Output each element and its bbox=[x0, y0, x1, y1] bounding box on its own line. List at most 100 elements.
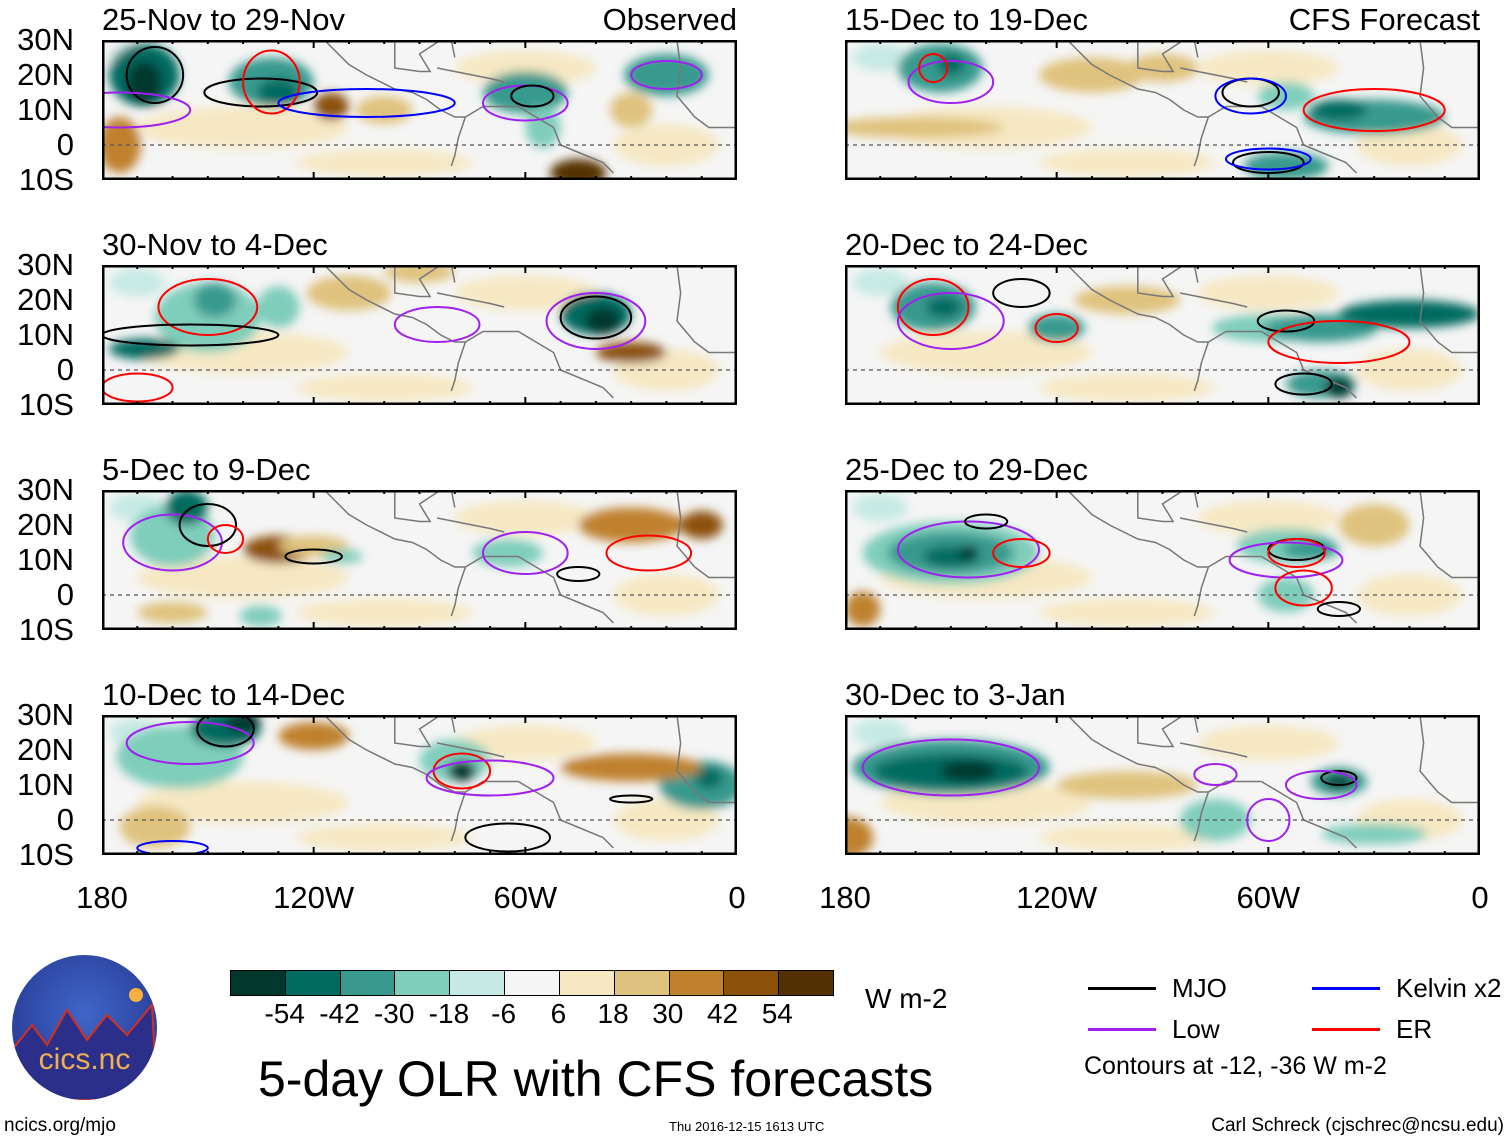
olr-anomaly-region bbox=[296, 598, 473, 627]
olr-map-panel bbox=[102, 40, 737, 180]
olr-anomaly-region bbox=[296, 823, 473, 852]
olr-anomaly-region bbox=[126, 61, 162, 103]
legend-label: Kelvin x2 bbox=[1396, 973, 1502, 1003]
latitude-label: 10N bbox=[17, 542, 74, 577]
olr-anomaly-region bbox=[119, 806, 191, 848]
longitude-label: 60W bbox=[1236, 880, 1301, 915]
colorbar-swatch bbox=[285, 971, 341, 995]
olr-anomaly-region bbox=[550, 159, 607, 180]
olr-anomaly-region bbox=[296, 373, 473, 402]
olr-anomaly-region bbox=[880, 331, 1092, 374]
olr-anomaly-region bbox=[239, 605, 282, 627]
olr-map-panel bbox=[102, 265, 737, 405]
panel-title: 25-Nov to 29-Nov bbox=[102, 2, 345, 37]
longitude-label: 0 bbox=[1471, 880, 1489, 915]
olr-anomaly-region bbox=[257, 286, 300, 328]
wave-contour bbox=[464, 822, 552, 853]
olr-anomaly-region bbox=[610, 92, 653, 128]
wave-contour bbox=[277, 88, 456, 118]
wave-contour bbox=[630, 60, 703, 90]
latitude-label: 10S bbox=[18, 387, 74, 422]
colorbar-swatch bbox=[340, 971, 396, 995]
latitude-label: 0 bbox=[56, 802, 74, 837]
wave-contour bbox=[102, 91, 192, 129]
wave-contour bbox=[425, 759, 555, 797]
olr-anomaly-region bbox=[1039, 823, 1216, 852]
wave-contour bbox=[1034, 313, 1079, 343]
colorbar-swatch bbox=[450, 971, 506, 995]
wave-contour bbox=[963, 513, 1009, 530]
olr-anomaly-region bbox=[137, 602, 208, 623]
latitude-label: 20N bbox=[17, 732, 74, 767]
olr-anomaly-region bbox=[447, 760, 476, 782]
olr-map-panel bbox=[845, 265, 1480, 405]
longitude-label: 60W bbox=[493, 880, 558, 915]
colorbar-swatch bbox=[231, 971, 286, 995]
olr-anomaly-region bbox=[1056, 771, 1198, 799]
latitude-label: 30N bbox=[17, 22, 74, 57]
olr-anomaly-region bbox=[356, 96, 413, 124]
colorbar-tick-label: 54 bbox=[761, 998, 793, 1029]
olr-anomaly-region bbox=[1310, 99, 1368, 121]
olr-anomaly-region bbox=[1039, 373, 1216, 402]
units-label: W m-2 bbox=[865, 983, 948, 1014]
colorbar-tick-label: -30 bbox=[373, 998, 415, 1029]
olr-anomaly-region bbox=[109, 268, 166, 297]
latitude-label: 30N bbox=[17, 472, 74, 507]
longitude-label: 180 bbox=[819, 880, 871, 915]
wave-contour bbox=[1193, 763, 1238, 786]
olr-anomaly-region bbox=[193, 282, 237, 318]
panel-title: 15-Dec to 19-Dec bbox=[845, 2, 1088, 37]
olr-anomaly-region bbox=[137, 556, 349, 599]
olr-anomaly-region bbox=[1197, 500, 1339, 536]
wave-contour bbox=[1267, 320, 1411, 364]
wave-contour bbox=[1225, 147, 1312, 171]
olr-map-panel bbox=[845, 715, 1480, 855]
wave-contour bbox=[556, 566, 601, 582]
olr-anomaly-region bbox=[680, 511, 723, 539]
latitude-label: 30N bbox=[17, 697, 74, 732]
logo-text: cics.nc bbox=[38, 1043, 131, 1076]
legend-swatch bbox=[1088, 987, 1156, 990]
wave-contour bbox=[482, 531, 569, 575]
wave-contour bbox=[157, 278, 259, 336]
olr-anomaly-region bbox=[560, 753, 702, 782]
legend-swatch bbox=[1312, 987, 1380, 990]
olr-anomaly-region bbox=[296, 148, 473, 177]
colorbar-swatch bbox=[395, 971, 451, 995]
wave-contour bbox=[918, 53, 949, 83]
colorbar-tick-label: -6 bbox=[491, 998, 517, 1029]
colorbar-swatch bbox=[505, 971, 560, 995]
longitude-label: 120W bbox=[273, 880, 355, 915]
olr-anomaly-region bbox=[1127, 54, 1198, 82]
wave-contour bbox=[196, 715, 255, 748]
figure-title: 5-day OLR with CFS forecasts bbox=[258, 1051, 934, 1107]
wave-contour bbox=[178, 503, 238, 547]
olr-anomaly-region bbox=[1039, 57, 1145, 93]
olr-anomaly-region bbox=[1356, 349, 1463, 391]
latitude-label: 10S bbox=[18, 837, 74, 872]
colorbar bbox=[230, 970, 834, 996]
olr-anomaly-region bbox=[257, 78, 300, 107]
colorbar-tick-label: 30 bbox=[652, 998, 684, 1029]
olr-anomaly-region bbox=[613, 574, 720, 616]
latitude-label: 20N bbox=[17, 507, 74, 542]
olr-anomaly-region bbox=[1338, 300, 1480, 328]
wave-contour bbox=[1302, 88, 1446, 132]
wave-contour bbox=[896, 278, 970, 336]
colorbar-tick-label: -54 bbox=[264, 998, 305, 1029]
wave-contour bbox=[1284, 770, 1358, 800]
wave-contour bbox=[102, 323, 280, 347]
olr-anomaly-region bbox=[109, 338, 180, 360]
longitude-label: 120W bbox=[1016, 880, 1098, 915]
olr-anomaly-region bbox=[940, 760, 997, 782]
wave-contour bbox=[242, 49, 301, 115]
footer-url[interactable]: ncics.org/mjo bbox=[4, 1115, 116, 1136]
latitude-label: 0 bbox=[56, 577, 74, 612]
olr-anomaly-region bbox=[278, 722, 349, 750]
olr-anomaly-region bbox=[694, 767, 723, 789]
olr-anomaly-region bbox=[137, 106, 349, 149]
olr-anomaly-region bbox=[852, 718, 909, 747]
colorbar-swatch bbox=[779, 971, 833, 995]
wave-contour bbox=[609, 794, 654, 804]
